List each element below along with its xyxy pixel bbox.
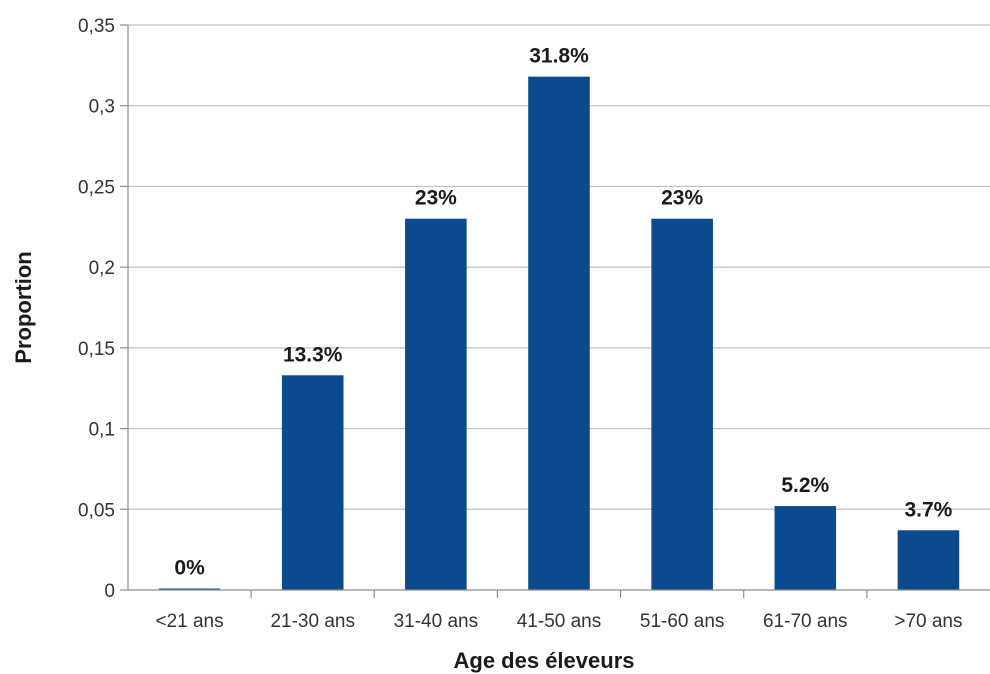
bar (528, 76, 590, 590)
bar-value-label: 5.2% (781, 474, 829, 497)
bar (405, 218, 467, 590)
y-axis-ticks: 0 0,05 0,1 0,15 0,2 0,25 0,3 0,35 (78, 16, 128, 602)
data-labels: 0% 13.3% 23% 31.8% 23% 5.2% 3.7% (174, 45, 952, 580)
x-tick-label: 21-30 ans (270, 611, 355, 632)
y-tick-label: 0,15 (78, 339, 115, 360)
bar (281, 375, 344, 590)
bar-value-label: 31.8% (529, 45, 589, 68)
x-tick-label: 61-70 ans (763, 611, 848, 632)
bar (651, 218, 713, 590)
x-tick-label: 41-50 ans (517, 611, 602, 632)
y-axis-title: Proportion (11, 251, 36, 363)
x-axis-title: Age des éleveurs (454, 648, 635, 673)
bar (897, 530, 960, 590)
y-tick-label: 0 (104, 581, 115, 602)
bar (774, 506, 837, 590)
y-tick-label: 0,2 (89, 258, 115, 279)
bar-value-label: 13.3% (283, 343, 343, 366)
x-tick-label: 31-40 ans (394, 611, 479, 632)
bar-value-label: 3.7% (904, 498, 952, 521)
y-tick-label: 0,05 (78, 500, 115, 521)
x-tick-label: >70 ans (894, 611, 962, 632)
bars (158, 76, 960, 590)
y-tick-label: 0,25 (78, 177, 115, 198)
x-tick-label: <21 ans (155, 611, 223, 632)
bar-value-label: 23% (661, 187, 703, 210)
x-tick-label: 51-60 ans (640, 611, 725, 632)
bar (158, 588, 221, 590)
y-tick-label: 0,3 (89, 97, 115, 118)
bar-value-label: 23% (415, 187, 457, 210)
y-tick-label: 0,35 (78, 16, 115, 37)
bar-value-label: 0% (174, 557, 205, 580)
x-axis-ticks: <21 ans 21-30 ans 31-40 ans 41-50 ans 51-60 … (155, 590, 963, 632)
y-tick-label: 0,1 (89, 420, 115, 441)
